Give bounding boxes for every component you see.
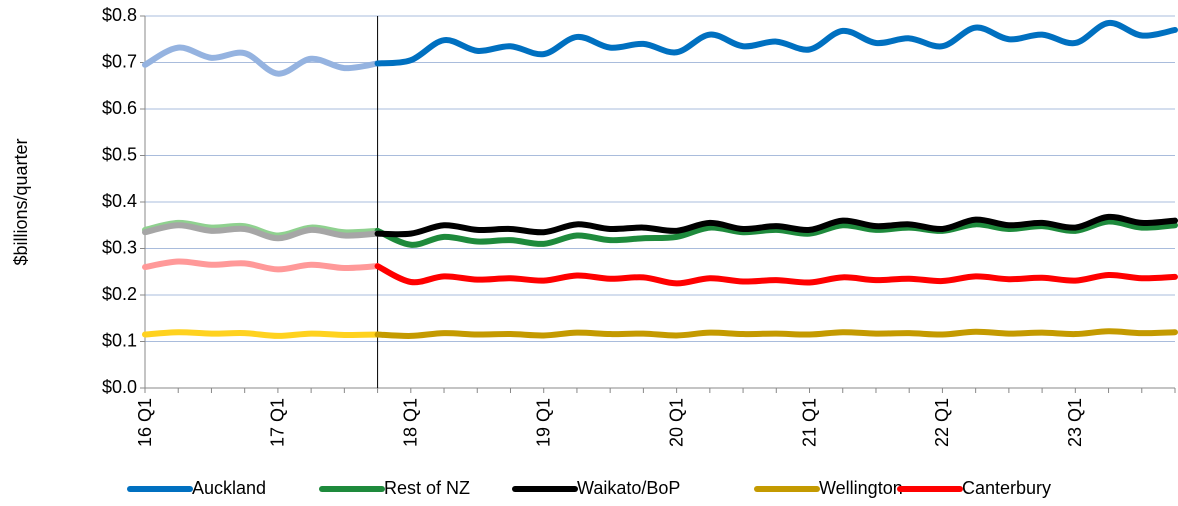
forecast-line <box>374 328 1178 339</box>
y-tick-label: $0.6 <box>102 98 137 118</box>
x-tick-label: 22 Q1 <box>932 398 952 447</box>
forecast-line <box>374 213 1178 238</box>
x-tick-label: 16 Q1 <box>135 398 155 447</box>
y-axis-label: $billions/quarter <box>11 138 31 265</box>
y-tick-label: $0.2 <box>102 284 137 304</box>
x-tick-label: 18 Q1 <box>401 398 421 447</box>
history-line <box>142 329 381 339</box>
y-tick-label: $0.5 <box>102 144 137 164</box>
y-tick-label: $0.8 <box>102 5 137 25</box>
forecast-line <box>374 19 1178 67</box>
x-tick-label: 17 Q1 <box>268 398 288 447</box>
y-tick-label: $0.1 <box>102 330 137 350</box>
y-tick-label: $0.3 <box>102 237 137 257</box>
legend-label: Waikato/BoP <box>577 478 680 498</box>
history-line <box>142 258 381 273</box>
legend-label: Rest of NZ <box>384 478 470 498</box>
x-tick-label: 23 Q1 <box>1065 398 1085 447</box>
y-tick-label: $0.7 <box>102 51 137 71</box>
x-tick-label: 19 Q1 <box>533 398 553 447</box>
forecast-line <box>374 263 1178 287</box>
x-tick-label: 20 Q1 <box>666 398 686 447</box>
history-line <box>142 222 381 242</box>
legend-label: Canterbury <box>962 478 1051 498</box>
y-tick-label: $0.0 <box>102 377 137 397</box>
legend-label: Wellington <box>819 478 903 498</box>
forecast-line <box>374 218 1178 248</box>
legend-label: Auckland <box>192 478 266 498</box>
history-line <box>142 44 381 77</box>
y-tick-label: $0.4 <box>102 191 137 211</box>
x-tick-label: 21 Q1 <box>799 398 819 447</box>
